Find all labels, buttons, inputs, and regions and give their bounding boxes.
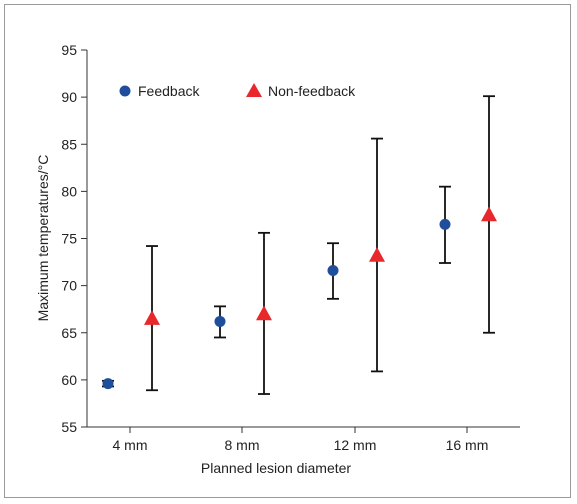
legend: Feedback Non-feedback: [119, 83, 356, 99]
data-point-non-feedback: [256, 305, 272, 321]
data-point-non-feedback: [369, 247, 385, 262]
y-ticks: 55 60 65 70 75 80 85 90 95: [61, 42, 87, 435]
data-point-feedback: [327, 265, 339, 277]
legend-feedback-marker: [119, 85, 131, 97]
y-tick-label: 70: [61, 278, 77, 294]
y-axis-label: Maximum temperatures/°C: [35, 155, 51, 322]
x-tick-label: 4 mm: [113, 437, 148, 453]
data-marks: [102, 95, 497, 395]
y-tick-label: 65: [61, 325, 77, 341]
data-point-non-feedback: [481, 206, 497, 222]
data-point-non-feedback: [144, 310, 160, 325]
y-tick-label: 55: [61, 419, 77, 435]
x-tick-label: 8 mm: [225, 437, 260, 453]
data-point-feedback: [214, 315, 226, 327]
y-tick-label: 95: [61, 42, 77, 58]
legend-non-feedback-marker: [246, 83, 262, 97]
y-tick-label: 75: [61, 231, 77, 247]
y-tick-label: 85: [61, 136, 77, 152]
figure-frame: [4, 4, 571, 498]
y-tick-label: 80: [61, 183, 77, 199]
x-ticks: 4 mm 8 mm 12 mm 16 mm: [113, 427, 489, 453]
data-point-feedback: [439, 218, 451, 230]
y-tick-label: 90: [61, 89, 77, 105]
legend-non-feedback-label: Non-feedback: [268, 83, 356, 99]
x-axis-label: Planned lesion diameter: [201, 460, 352, 476]
x-tick-label: 16 mm: [446, 437, 489, 453]
y-tick-label: 60: [61, 372, 77, 388]
legend-feedback-label: Feedback: [138, 83, 200, 99]
data-point-feedback: [102, 378, 114, 390]
x-tick-label: 12 mm: [334, 437, 377, 453]
